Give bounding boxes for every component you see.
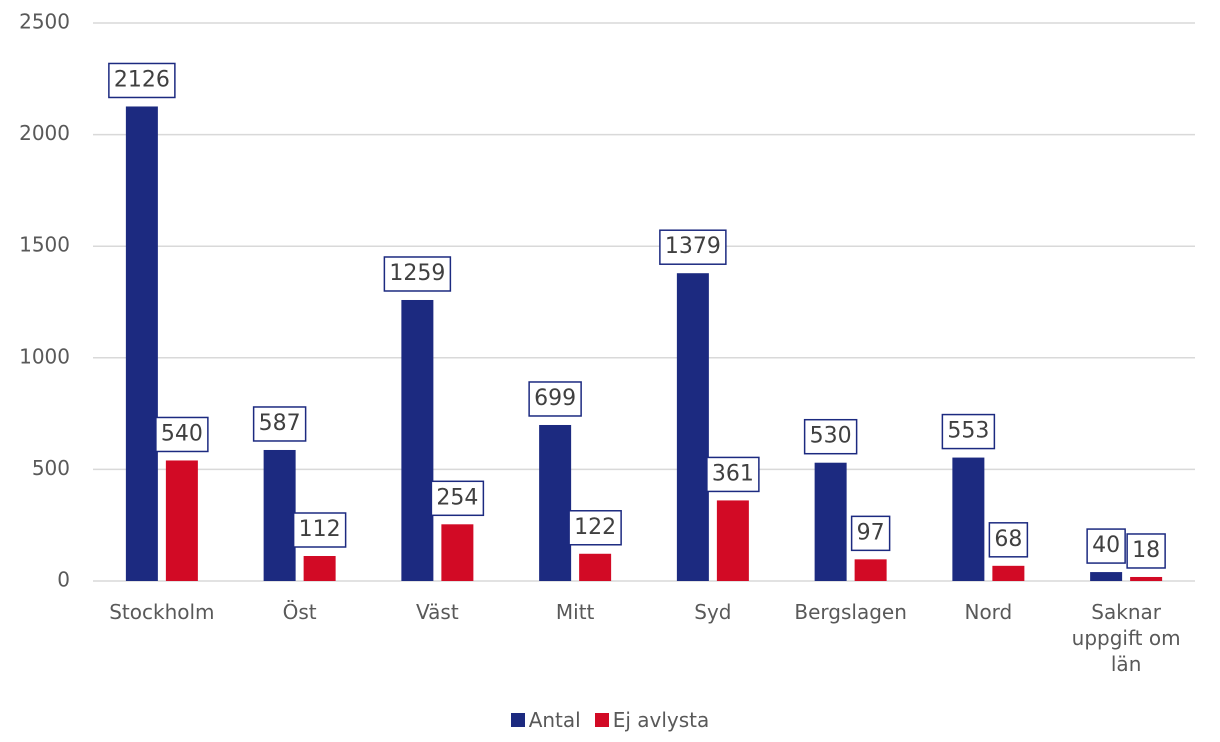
bar [165, 460, 198, 581]
x-tick-label: Saknar uppgift om län [1071, 600, 1181, 676]
legend-swatch [510, 713, 525, 727]
data-label: 361 [712, 461, 754, 486]
data-label: 699 [534, 386, 576, 411]
legend-label: Antal [528, 708, 581, 732]
data-label-box [659, 229, 727, 265]
legend-swatch [594, 713, 609, 727]
data-label: 530 [810, 424, 852, 449]
y-tick-label: 2500 [19, 10, 70, 34]
y-tick-label: 1000 [19, 344, 70, 368]
bar [676, 273, 709, 581]
data-label: 540 [161, 421, 203, 446]
bar [716, 500, 749, 581]
bar [854, 559, 887, 581]
data-label-box [292, 512, 347, 548]
data-label-box [1126, 533, 1166, 569]
bar [579, 553, 612, 581]
y-tick-label: 0 [57, 568, 70, 592]
data-label: 1259 [389, 261, 445, 286]
bar [1130, 576, 1163, 581]
bar [401, 299, 434, 581]
data-label: 1379 [665, 234, 721, 259]
data-label: 18 [1132, 538, 1160, 563]
bar [814, 462, 847, 581]
data-label-box [988, 522, 1029, 558]
data-label-box [108, 62, 176, 99]
data-label-box [706, 456, 760, 493]
data-label-box [1086, 528, 1126, 564]
y-tick-label: 1500 [19, 233, 70, 257]
data-label-box [430, 480, 485, 517]
bar [992, 565, 1025, 581]
bar [441, 524, 474, 581]
bar [263, 449, 296, 581]
x-tick-label: Bergslagen [794, 600, 907, 624]
x-tick-label: Syd [694, 600, 732, 624]
legend: Antal Ej avlysta [0, 708, 1220, 732]
data-label: 587 [259, 411, 301, 436]
x-tick-label: Stockholm [109, 600, 215, 624]
data-label-box [568, 510, 622, 546]
data-label-box [383, 256, 452, 292]
data-label-box [528, 381, 582, 417]
data-label-box [803, 418, 858, 455]
data-label-box [155, 416, 209, 453]
y-tick-label: 500 [32, 456, 70, 480]
bar [952, 457, 985, 581]
data-label: 553 [947, 419, 989, 444]
bar [303, 556, 336, 581]
data-label-box [941, 413, 996, 450]
data-label: 2126 [114, 67, 170, 92]
data-label: 40 [1092, 533, 1120, 558]
bar [1090, 572, 1123, 581]
data-label-box [252, 406, 307, 442]
legend-label: Ej avlysta [612, 708, 710, 732]
x-tick-label: Väst [416, 600, 459, 624]
x-tick-label: Mitt [555, 600, 595, 624]
x-tick-label: Nord [964, 600, 1013, 624]
data-label: 97 [857, 520, 885, 545]
y-tick-label: 2000 [19, 121, 70, 145]
legend-item: Antal [510, 708, 581, 732]
data-label: 254 [436, 485, 478, 510]
x-tick-label: Öst [282, 600, 317, 624]
bar [539, 424, 572, 581]
data-label: 112 [299, 517, 341, 542]
data-label: 68 [994, 527, 1022, 552]
bar [125, 106, 158, 581]
data-label-box [850, 515, 891, 552]
data-label: 122 [574, 515, 616, 540]
legend-item: Ej avlysta [594, 708, 710, 732]
